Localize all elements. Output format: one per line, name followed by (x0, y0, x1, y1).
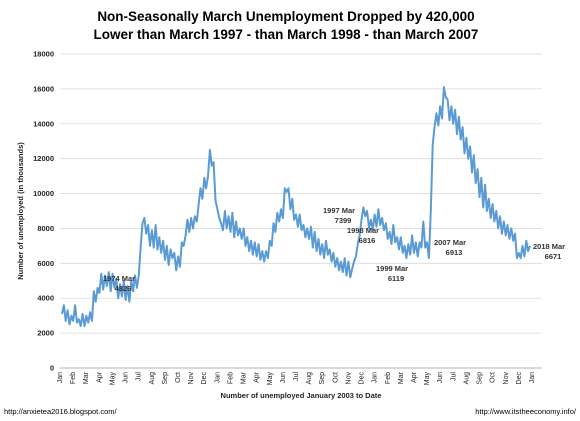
x-tick-label: Jul (293, 372, 300, 381)
x-axis-label: Number of unemployed January 2003 to Dat… (221, 391, 382, 400)
x-tick-label: Sep (319, 372, 326, 385)
y-tick-label: 2000 (37, 329, 54, 338)
x-tick-label: Oct (175, 372, 182, 383)
series-line (61, 86, 531, 328)
x-tick-label: Jan (529, 372, 536, 383)
annotation-value: 6119 (388, 274, 404, 283)
y-tick-label: 18000 (33, 50, 54, 59)
x-tick-label: Feb (70, 372, 77, 384)
x-tick-label: Mar (398, 371, 405, 384)
x-tick-label: Aug (463, 372, 470, 385)
x-tick-label: Jul (450, 372, 457, 381)
x-tick-label: Jan (214, 372, 221, 383)
x-tick-label: Jan (57, 372, 64, 383)
x-tick-label: Jun (280, 372, 287, 383)
annotation-label: 2007 Mar (434, 238, 466, 247)
x-tick-label: Apr (96, 371, 103, 383)
annotation-value: 6816 (359, 236, 376, 245)
x-tick-label: Jan (372, 372, 379, 383)
x-tick-label: Dec (516, 372, 523, 385)
x-tick-label: Jun (437, 372, 444, 383)
x-tick-label: Dec (201, 372, 208, 385)
annotation-value: 7399 (335, 216, 352, 225)
y-tick-label: 8000 (37, 224, 54, 233)
annotation-label: 1997 Mar (323, 206, 355, 215)
footer-right-url: http://www.itstheeconomy.info/ (475, 407, 577, 416)
y-axis-label: Number of unemployed (in thousands) (16, 142, 25, 280)
x-tick-label: Apr (411, 371, 418, 383)
x-tick-label: Oct (332, 372, 339, 383)
footer-left-url: http://anxietea2016.blogspot.com/ (4, 407, 117, 416)
annotation-value: 4826 (115, 284, 132, 293)
x-tick-label: Dec (359, 372, 366, 385)
chart-title: Non-Seasonally March Unemployment Droppe… (97, 9, 474, 24)
y-tick-label: 10000 (33, 189, 54, 198)
x-tick-label: Feb (227, 372, 234, 384)
x-tick-label: Sep (477, 372, 484, 385)
y-tick-labels: 0 2000 4000 6000 8000 10000 12000 14000 16000 180… (33, 50, 54, 373)
y-tick-label: 6000 (37, 259, 54, 268)
annotation-label: 2018 Mar (533, 242, 565, 251)
y-tick-label: 16000 (33, 84, 54, 93)
annotation-label: 1999 Mar (376, 264, 408, 273)
series-group (61, 86, 531, 328)
x-tick-label: Feb (385, 372, 392, 384)
x-tick-label: May (109, 372, 116, 386)
chart-subtitle: Lower than March 1997 - than March 1998 … (94, 27, 479, 42)
x-tick-label: Jul (136, 372, 143, 381)
annotation-label: 1998 Mar (347, 226, 379, 235)
x-tick-label: Mar (241, 371, 248, 384)
x-tick-label: Nov (345, 372, 352, 385)
x-tick-label: Oct (490, 372, 497, 383)
annotation-label: 1974 Mar (103, 274, 135, 283)
x-tick-label: Nov (503, 372, 510, 385)
x-tick-labels: Jan Feb Mar Apr May Jun Jul Aug Sep Oct Nov Dec Jan F… (57, 371, 536, 385)
x-tick-label: Aug (306, 372, 313, 385)
x-tick-label: May (424, 372, 431, 386)
y-tick-label: 12000 (33, 154, 54, 163)
x-tick-label: Nov (188, 372, 195, 385)
x-tick-label: Sep (162, 372, 169, 385)
y-tick-label: 14000 (33, 119, 54, 128)
x-tick-label: May (267, 372, 274, 386)
annotation-value: 6671 (545, 252, 562, 261)
y-tick-label: 0 (50, 364, 54, 373)
x-tick-label: Jun (123, 372, 130, 383)
annotation-value: 6913 (446, 248, 463, 257)
y-tick-label: 4000 (37, 294, 54, 303)
x-tick-label: Mar (83, 371, 90, 384)
x-tick-label: Aug (149, 372, 156, 385)
x-tick-label: Apr (254, 371, 261, 383)
